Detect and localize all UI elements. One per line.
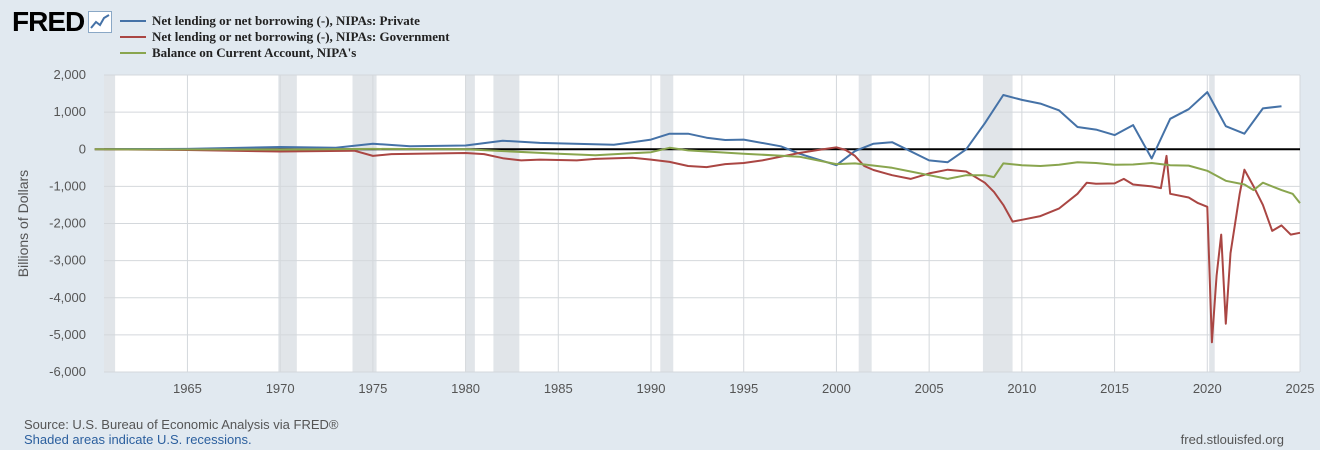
legend-label-government: Net lending or net borrowing (-), NIPAs:… <box>152 29 450 44</box>
legend-swatch-government <box>120 36 146 38</box>
x-tick-label: 1965 <box>173 381 202 396</box>
x-tick-label: 1985 <box>544 381 573 396</box>
x-tick-label: 2015 <box>1100 381 1129 396</box>
series-line-2 <box>94 146 1301 204</box>
line-graph-icon <box>88 11 113 33</box>
fred-logo[interactable]: FRED <box>12 6 113 38</box>
x-tick-label: 2010 <box>1007 381 1036 396</box>
site-link[interactable]: fred.stlouisfed.org <box>1180 432 1284 447</box>
source-note: Source: U.S. Bureau of Economic Analysis… <box>24 417 339 432</box>
legend-swatch-private <box>120 20 146 22</box>
x-tick-label: 1980 <box>451 381 480 396</box>
x-tick-label: 2020 <box>1193 381 1222 396</box>
legend-item-private: Net lending or net borrowing (-), NIPAs:… <box>120 13 450 29</box>
legend-label-private: Net lending or net borrowing (-), NIPAs:… <box>152 13 420 28</box>
legend-item-government: Net lending or net borrowing (-), NIPAs:… <box>120 29 450 45</box>
y-tick-label: -6,000 <box>49 364 86 379</box>
series-line-1 <box>94 146 1301 344</box>
x-tick-label: 1990 <box>637 381 666 396</box>
y-tick-label: -4,000 <box>49 290 86 305</box>
legend-swatch-current-account <box>120 52 146 54</box>
y-tick-label: -5,000 <box>49 327 86 342</box>
x-tick-label: 1995 <box>729 381 758 396</box>
x-tick-label: 2005 <box>915 381 944 396</box>
x-tick-label: 1975 <box>358 381 387 396</box>
x-tick-label: 2025 <box>1286 381 1315 396</box>
series-line-0 <box>94 91 1282 167</box>
fred-logo-text: FRED <box>12 6 85 37</box>
y-tick-label: 1,000 <box>53 104 86 119</box>
legend-item-current-account: Balance on Current Account, NIPA's <box>120 45 450 61</box>
chart-legend: Net lending or net borrowing (-), NIPAs:… <box>120 13 450 61</box>
y-tick-label: -2,000 <box>49 216 86 231</box>
y-tick-label: -3,000 <box>49 253 86 268</box>
y-axis-label: Billions of Dollars <box>15 170 31 277</box>
y-tick-label: -1,000 <box>49 178 86 193</box>
recession-note: Shaded areas indicate U.S. recessions. <box>24 432 252 447</box>
x-tick-label: 2000 <box>822 381 851 396</box>
x-tick-label: 1970 <box>266 381 295 396</box>
legend-label-current-account: Balance on Current Account, NIPA's <box>152 45 357 60</box>
y-tick-label: 0 <box>79 141 86 156</box>
y-tick-label: 2,000 <box>53 67 86 82</box>
